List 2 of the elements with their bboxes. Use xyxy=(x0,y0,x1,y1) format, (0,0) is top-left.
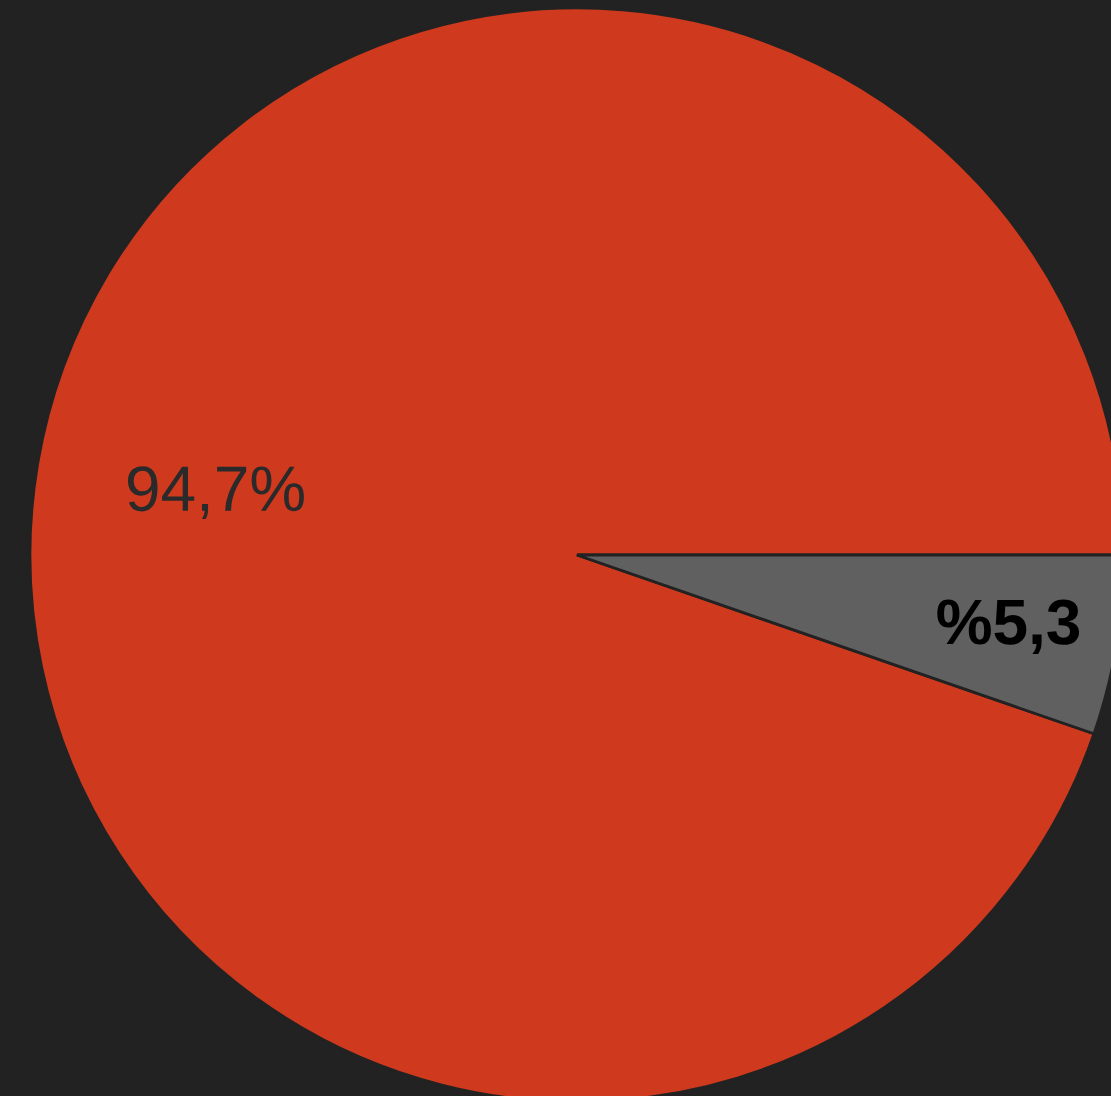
data-label: 94,7% xyxy=(128,466,304,519)
data-label: %5,3 xyxy=(937,599,1080,654)
